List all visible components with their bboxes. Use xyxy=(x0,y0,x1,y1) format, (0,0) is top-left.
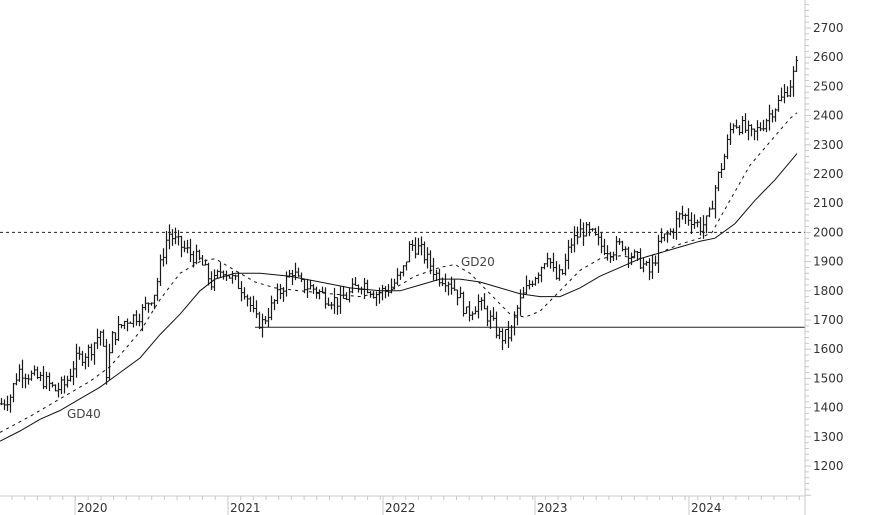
y-tick-label: 2500 xyxy=(813,79,844,93)
y-tick-label: 2100 xyxy=(813,196,844,210)
y-tick-label: 1800 xyxy=(813,284,844,298)
gd20-line xyxy=(0,112,798,433)
ohlc-bars xyxy=(0,56,798,413)
horizontal-reference-lines xyxy=(0,231,805,328)
x-tick-label: 2024 xyxy=(691,501,722,515)
gd40-label: GD40 xyxy=(67,407,101,421)
moving-average-lines xyxy=(0,112,798,442)
y-tick-label: 1500 xyxy=(813,371,844,385)
x-tick-label: 2021 xyxy=(230,501,261,515)
y-tick-label: 1900 xyxy=(813,255,844,269)
x-tick-label: 2023 xyxy=(537,501,568,515)
annotations: GD40 GD20 xyxy=(67,255,495,421)
y-tick-label: 2700 xyxy=(813,21,844,35)
y-tick-label: 2300 xyxy=(813,138,844,152)
y-tick-label: 1400 xyxy=(813,401,844,415)
y-tick-label: 1700 xyxy=(813,313,844,327)
y-tick-label: 1200 xyxy=(813,459,844,473)
x-tick-label: 2020 xyxy=(77,501,108,515)
y-tick-label: 1600 xyxy=(813,342,844,356)
gd20-label: GD20 xyxy=(461,255,495,269)
x-axis: 2020 2021 2022 2023 2024 xyxy=(0,495,805,515)
gd40-line xyxy=(0,153,798,442)
y-tick-label: 2600 xyxy=(813,50,844,64)
x-tick-label: 2022 xyxy=(385,501,416,515)
y-axis: 1200 1300 1400 1500 1600 1700 1800 1900 2000 2100… xyxy=(804,0,844,515)
y-tick-label: 2000 xyxy=(813,225,844,239)
y-tick-label: 1300 xyxy=(813,430,844,444)
y-tick-label: 2400 xyxy=(813,109,844,123)
y-tick-label: 2200 xyxy=(813,167,844,181)
